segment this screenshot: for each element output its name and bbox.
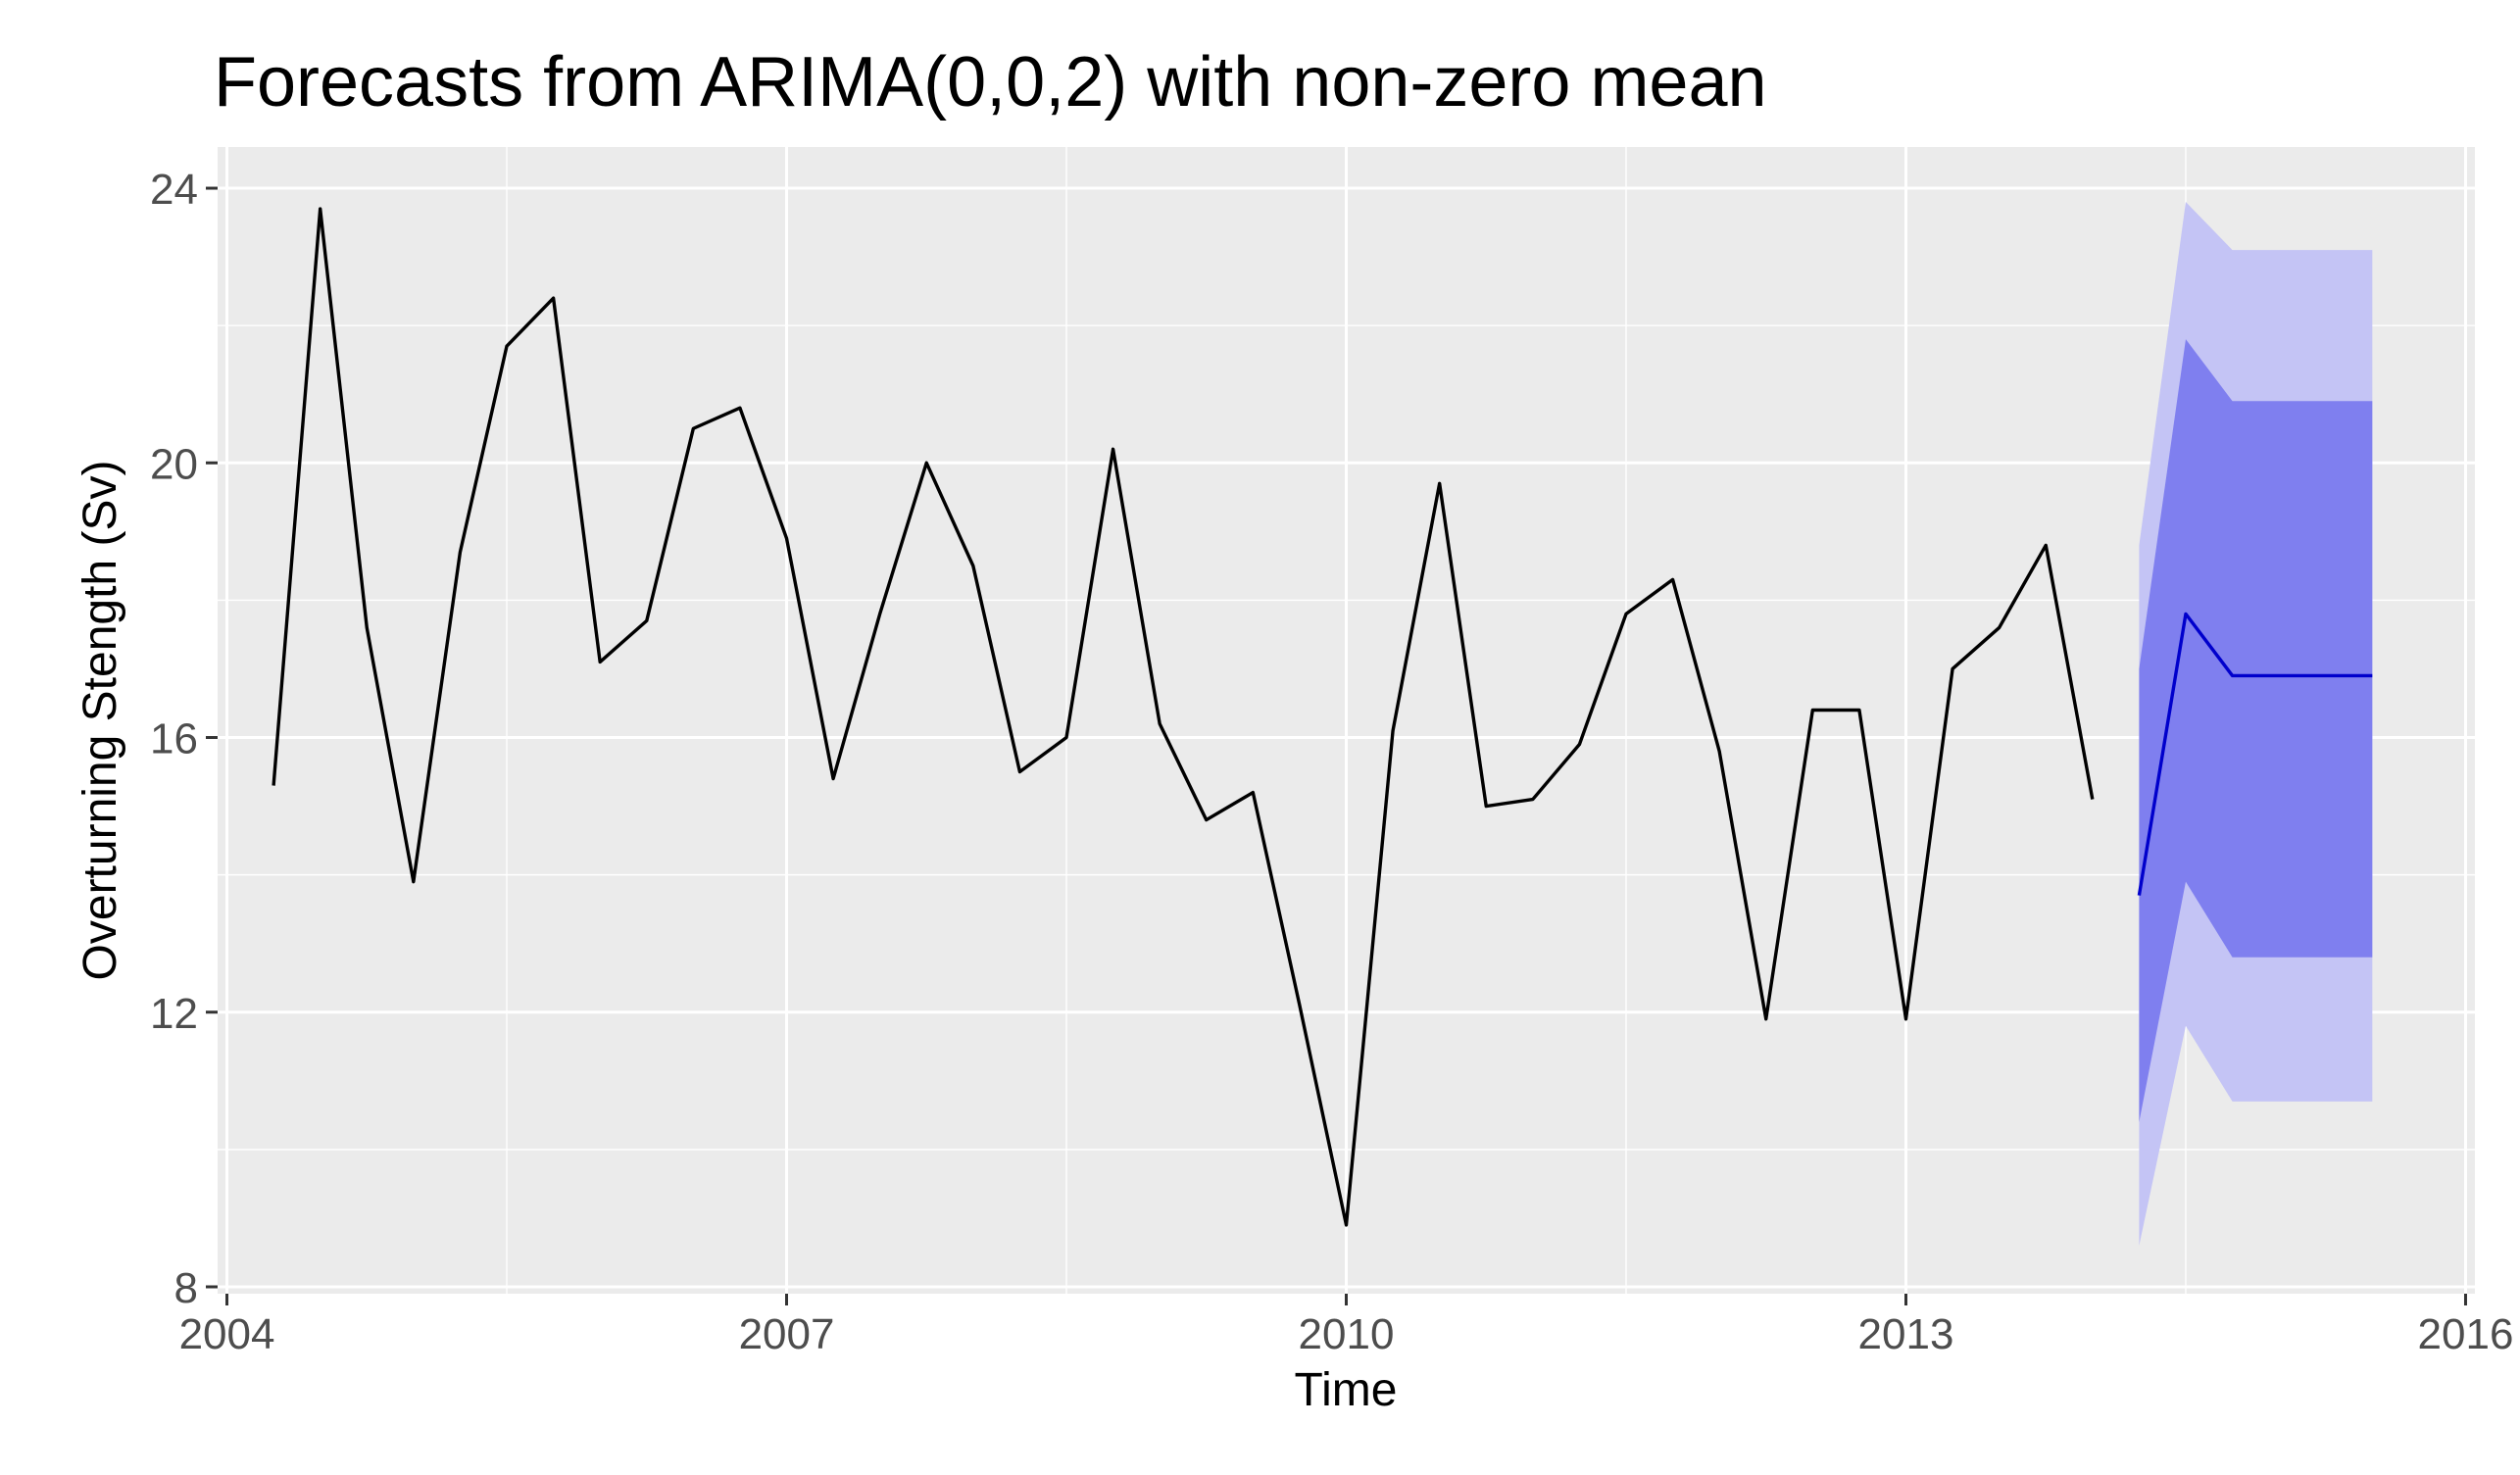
chart-title: Forecasts from ARIMA(0,0,2) with non-zer…: [214, 43, 1767, 122]
y-tick-label: 20: [150, 440, 198, 488]
x-axis: 2004 2007 2010 2013 2016: [179, 1294, 2514, 1358]
y-tick-label: 8: [174, 1264, 198, 1312]
y-tick-label: 24: [150, 166, 198, 214]
grid-major: [218, 147, 2475, 1294]
y-axis-label: Overturning Stength (Sv): [74, 461, 126, 981]
x-tick-label: 2016: [2418, 1310, 2514, 1358]
interval-band-80pct: [2139, 339, 2373, 1122]
series-lines: [272, 207, 2373, 1227]
x-axis-label: Time: [1295, 1364, 1398, 1416]
x-tick-label: 2007: [739, 1310, 835, 1358]
x-tick-label: 2013: [1858, 1310, 1954, 1358]
y-tick-label: 12: [150, 990, 198, 1038]
x-tick-label: 2004: [179, 1310, 275, 1358]
observed-series-line: [272, 207, 2095, 1227]
forecast-series-line: [2137, 612, 2373, 896]
forecast-intervals: [2139, 202, 2373, 1246]
y-axis: 8 12 16 20 24: [150, 166, 218, 1312]
x-tick-label: 2010: [1299, 1310, 1395, 1358]
y-tick-label: 16: [150, 715, 198, 763]
